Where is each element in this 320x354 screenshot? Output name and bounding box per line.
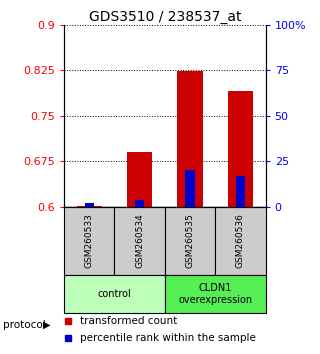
Text: percentile rank within the sample: percentile rank within the sample <box>80 333 256 343</box>
Bar <box>228 91 253 207</box>
Bar <box>177 72 203 207</box>
Bar <box>165 207 215 275</box>
Bar <box>165 275 266 313</box>
Text: protocol: protocol <box>3 320 46 330</box>
Bar <box>236 176 245 207</box>
Bar <box>85 203 94 207</box>
Text: CLDN1
overexpression: CLDN1 overexpression <box>178 283 252 305</box>
Bar <box>64 207 114 275</box>
Bar <box>64 275 165 313</box>
Text: transformed count: transformed count <box>80 316 177 326</box>
Bar <box>186 170 195 207</box>
Bar <box>215 207 266 275</box>
Text: control: control <box>98 289 131 299</box>
Bar <box>114 207 165 275</box>
Text: GSM260535: GSM260535 <box>186 213 195 268</box>
Text: GSM260536: GSM260536 <box>236 213 245 268</box>
Bar <box>135 200 144 207</box>
Bar <box>76 206 102 207</box>
Bar <box>127 152 152 207</box>
Title: GDS3510 / 238537_at: GDS3510 / 238537_at <box>89 10 241 24</box>
Text: ▶: ▶ <box>43 320 51 330</box>
Text: GSM260534: GSM260534 <box>135 213 144 268</box>
Text: GSM260533: GSM260533 <box>85 213 94 268</box>
